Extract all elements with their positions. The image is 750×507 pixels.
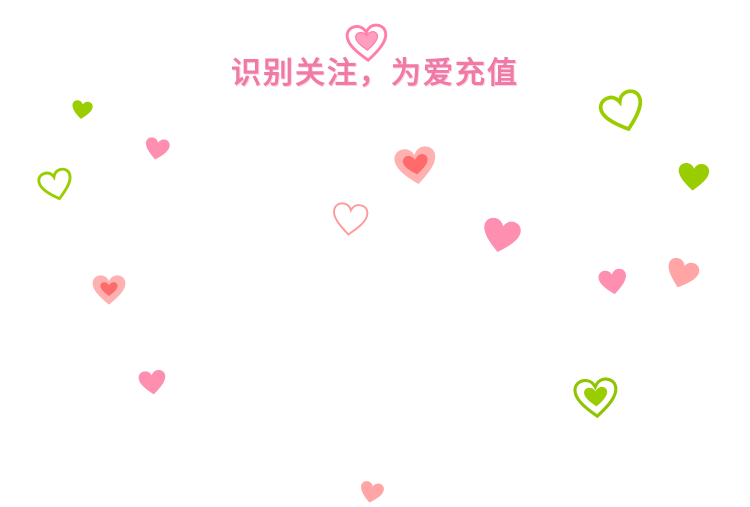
heart-icon-salmon-center [390,143,441,189]
heart-icon-pink-lower-left [136,366,168,400]
page-title: 识别关注，为爱充值 [231,56,519,91]
heart-icon-pink-center [477,210,525,261]
heart-icon-top [345,23,390,64]
heart-icon-outline-center [329,195,371,243]
heart-icon-salmon-bottom [357,478,387,507]
heart-icon-pink-right [596,264,630,300]
heart-icon-green-outline-right [594,83,652,141]
heart-icon-pink-left [142,133,172,165]
heart-icon-green-small [70,99,95,122]
heart-icon-salmon-left [89,274,129,306]
heart-icon-green-outline-left [34,163,78,207]
heart-icon-salmon-right [660,252,703,297]
heart-icon-green-double-right [572,376,621,419]
heart-icon-green-solid-right [676,158,711,196]
